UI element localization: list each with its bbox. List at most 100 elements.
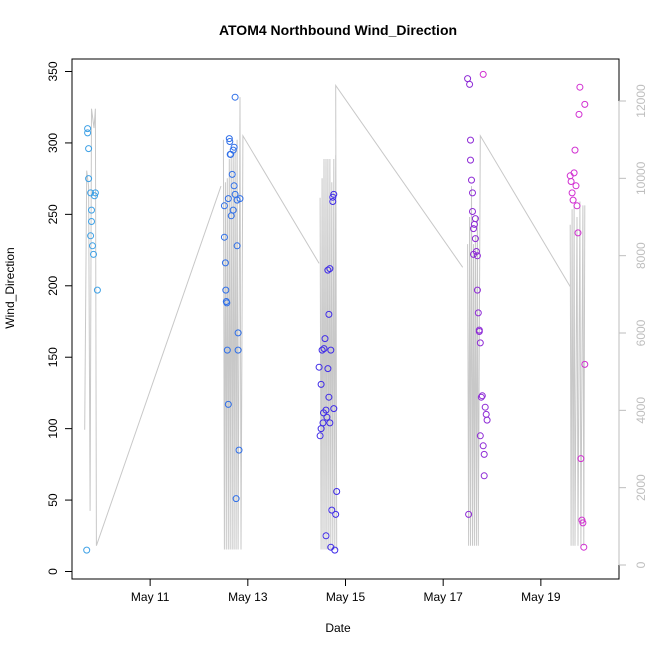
data-point: [332, 510, 340, 518]
x-tick-label: May 19: [521, 590, 561, 604]
data-point: [570, 169, 578, 177]
data-point: [567, 178, 575, 185]
data-point: [575, 110, 583, 118]
data-point: [569, 196, 577, 204]
y-tick-label: 350: [46, 61, 60, 81]
data-point: [467, 136, 474, 144]
x-tick-label: May 17: [423, 590, 463, 604]
data-point: [222, 286, 230, 294]
data-point: [476, 339, 484, 347]
axes: May 11 May 13 May 15 May 17 May 19 0 50 100 150 2…: [46, 58, 648, 604]
data-point: [87, 232, 95, 240]
right-y-tick-label: 4000: [634, 397, 648, 424]
data-point: [473, 252, 481, 260]
data-point: [83, 546, 91, 554]
data-point: [469, 189, 476, 197]
grey-trace-segment: [222, 97, 320, 550]
data-point: [223, 299, 231, 307]
data-point: [470, 220, 478, 228]
data-point: [235, 446, 243, 454]
grey-trace-segment: [84, 108, 222, 546]
plot-frame: [71, 58, 620, 580]
data-point: [90, 250, 97, 258]
data-point: [84, 129, 92, 137]
data-point: [467, 156, 474, 164]
data-point: [479, 70, 487, 78]
data-point: [476, 432, 484, 440]
data-point: [220, 202, 228, 210]
data-point: [93, 286, 101, 294]
right-y-tick-label: 0: [634, 561, 648, 568]
data-point: [470, 225, 477, 233]
data-point: [465, 510, 473, 518]
data-point: [224, 400, 232, 408]
data-point: [89, 242, 96, 250]
data-point: [220, 233, 228, 241]
data-point: [327, 346, 335, 354]
data-point: [234, 346, 242, 354]
data-point: [230, 143, 238, 151]
x-tick-label: May 11: [131, 590, 170, 604]
data-point: [580, 543, 588, 551]
data-point: [581, 100, 589, 108]
data-point: [91, 189, 99, 197]
data-point: [474, 309, 482, 317]
x-axis-label: Date: [325, 621, 351, 635]
grey-trace-segment: [569, 201, 586, 546]
data-point: [232, 495, 240, 503]
data-point: [85, 175, 93, 183]
chart-title: ATOM4 Northbound Wind_Direction: [219, 22, 457, 38]
data-point: [229, 146, 237, 154]
data-point: [225, 135, 233, 143]
right-y-tick-label: 2000: [634, 474, 648, 501]
data-point: [315, 363, 323, 371]
data-point: [475, 326, 483, 334]
y-tick-label: 300: [46, 133, 60, 153]
data-point: [231, 93, 239, 101]
grey-trace-segment: [319, 83, 464, 550]
data-point: [469, 208, 476, 215]
data-point: [480, 450, 488, 458]
data-point: [477, 393, 485, 401]
data-point: [236, 195, 244, 203]
data-point: [572, 182, 580, 190]
data-point: [574, 229, 582, 237]
data-point: [468, 176, 475, 184]
data-point: [233, 242, 241, 250]
data-point: [466, 80, 474, 88]
data-point: [325, 393, 333, 401]
data-point: [221, 259, 229, 267]
data-point: [568, 189, 576, 197]
data-point: [319, 419, 327, 427]
data-point: [333, 488, 341, 495]
data-point: [226, 138, 234, 145]
data-point: [479, 442, 487, 450]
y-tick-label: 0: [46, 568, 60, 575]
data-point: [322, 406, 330, 414]
x-tick-label: May 13: [228, 590, 268, 604]
data-point: [473, 286, 481, 294]
data-point: [326, 419, 334, 427]
data-point: [571, 146, 579, 154]
data-point: [317, 380, 325, 388]
data-point: [224, 195, 232, 203]
right-y-tick-label: 6000: [634, 319, 648, 346]
data-point: [322, 532, 330, 540]
background-series-lines: [84, 83, 586, 550]
grey-trace-segment: [467, 133, 571, 546]
scatter-points: [83, 70, 589, 554]
y-tick-label: 150: [46, 347, 60, 367]
y-tick-label: 50: [46, 493, 60, 507]
data-point: [464, 75, 472, 83]
data-point: [321, 335, 329, 343]
data-point: [88, 206, 95, 214]
data-point: [482, 410, 490, 418]
data-point: [481, 403, 489, 411]
data-point: [316, 432, 324, 440]
data-point: [85, 145, 93, 153]
data-point: [324, 365, 332, 373]
data-point: [330, 190, 338, 198]
data-point: [573, 202, 581, 210]
data-point: [325, 310, 333, 318]
data-point: [229, 206, 237, 214]
